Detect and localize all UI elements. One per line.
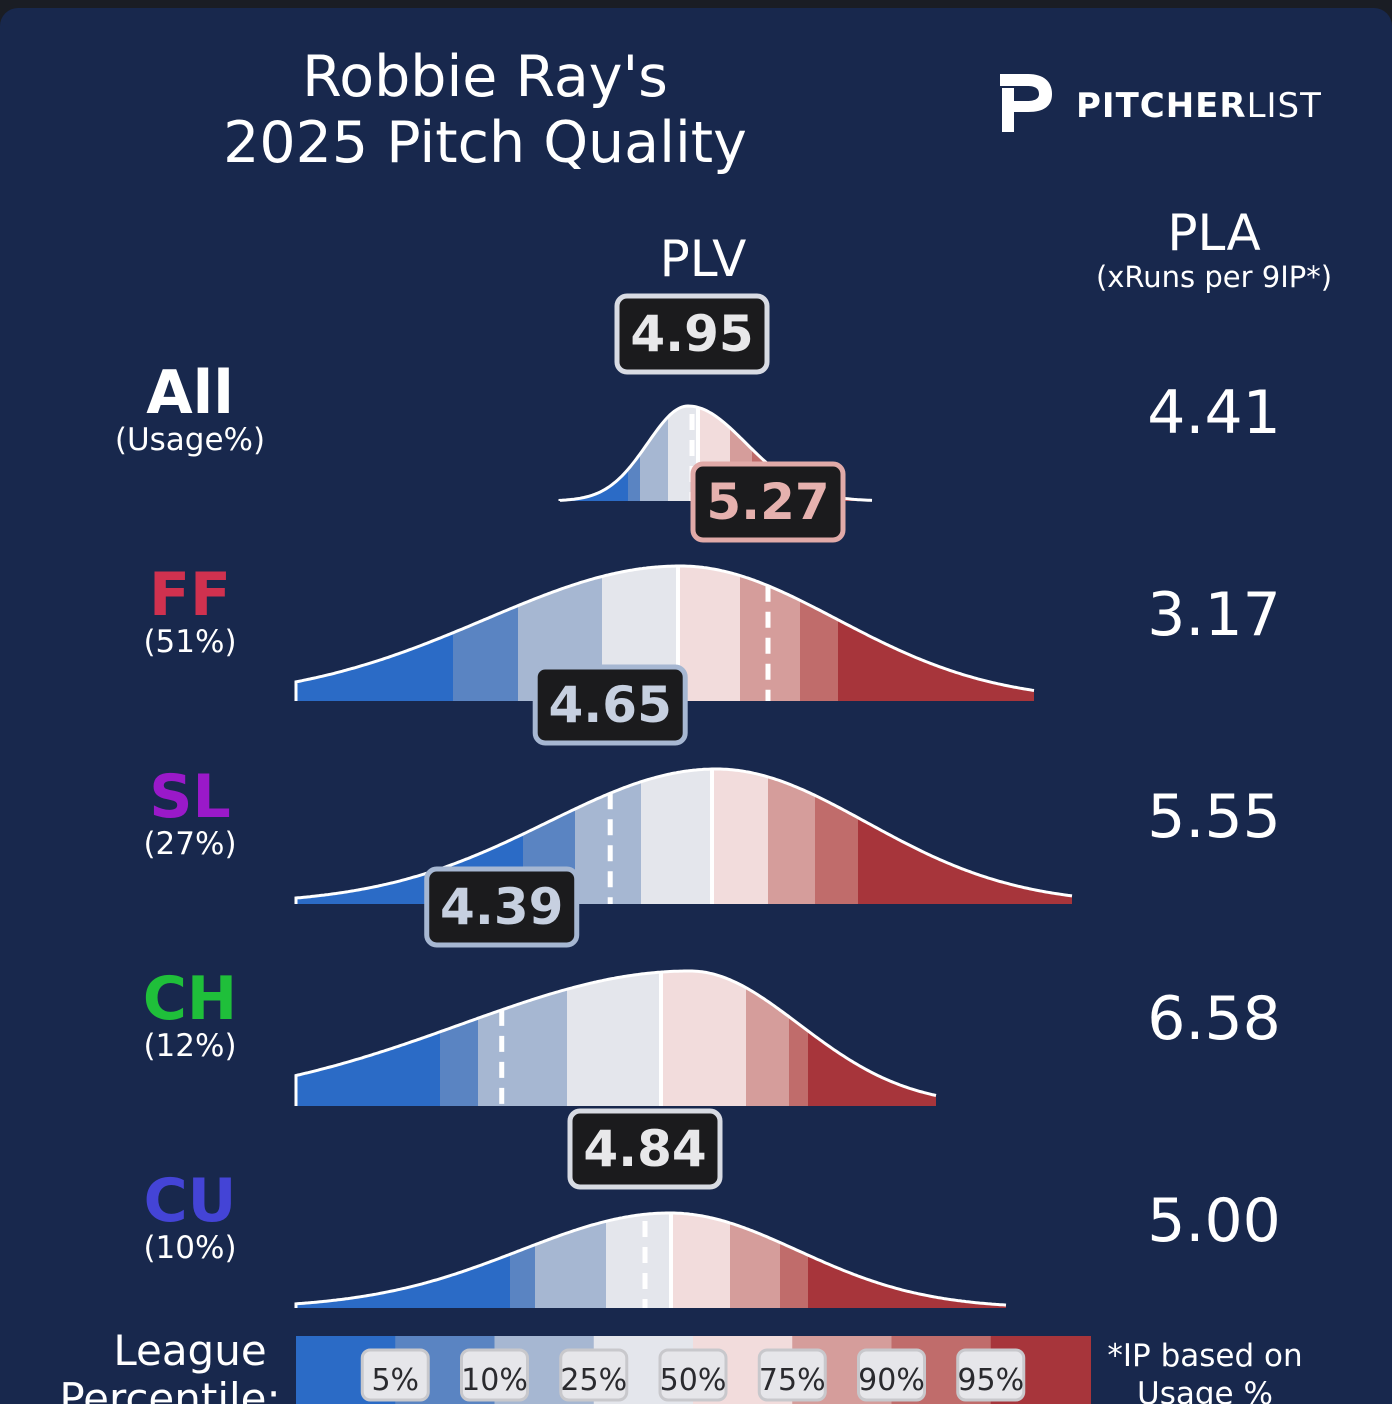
plv-value-label: 5.27	[706, 473, 829, 531]
plv-value-label: 4.65	[549, 676, 672, 734]
chart-title-line2: 2025 Pitch Quality	[223, 110, 747, 176]
percentile-band	[453, 566, 518, 701]
legend-title-line2: Percentile:	[59, 1374, 281, 1404]
legend-tick-box	[857, 1348, 926, 1402]
row-label-all: All	[146, 358, 234, 428]
row-usage-cu: (10%)	[143, 1230, 237, 1266]
percentile-band	[858, 769, 1072, 904]
percentile-bands	[296, 971, 936, 1106]
legend-tick-box	[956, 1348, 1026, 1402]
density-sl: 4.65	[294, 664, 1073, 904]
plv-column-header: PLV	[659, 230, 747, 288]
logo-light-text: LIST	[1246, 86, 1322, 126]
legend-tick-label: 25%	[560, 1363, 627, 1398]
pla-value-ch: 6.58	[1147, 984, 1281, 1054]
row-usage-ch: (12%)	[143, 1028, 237, 1064]
percentile-band	[838, 566, 1034, 701]
percentile-band	[606, 1213, 671, 1308]
legend-title-line1: League	[113, 1326, 267, 1375]
percentile-band	[730, 1213, 780, 1308]
legend-tick-label: 75%	[759, 1363, 826, 1398]
legend-tick-label: 10%	[461, 1363, 528, 1398]
legend-tick-label: 95%	[957, 1363, 1024, 1398]
row-label-ff: FF	[149, 560, 231, 630]
plv-value-label: 4.95	[630, 305, 753, 363]
footnote-line2: Usage %	[1137, 1376, 1273, 1404]
percentile-legend: 5% 10% 25% 50% 75% 90% 95%	[296, 1336, 1091, 1404]
density-outline	[294, 767, 1073, 904]
percentile-bands	[296, 1213, 1006, 1308]
plv-density-chart: 4.95 5.27 4.65 4.39 4.84 5% 10% 25% 50% 75% 90% 95%	[294, 293, 1091, 1404]
row-label-cu: CU	[143, 1166, 237, 1236]
percentile-band	[661, 971, 746, 1106]
row-usage-ff: (51%)	[143, 624, 237, 660]
percentile-band	[712, 769, 768, 904]
plv-value-box	[424, 866, 580, 948]
legend-tick-box	[460, 1348, 529, 1402]
pla-value-all: 4.41	[1147, 378, 1281, 448]
percentile-band	[628, 406, 640, 501]
logo-bold-text: PITCHER	[1076, 86, 1247, 126]
percentile-band	[671, 1213, 730, 1308]
pla-column-subheader: (xRuns per 9IP*)	[1095, 260, 1333, 294]
plv-value-label: 4.84	[583, 1120, 706, 1178]
plv-value-label: 4.39	[440, 878, 563, 936]
percentile-band	[768, 769, 815, 904]
pitch-quality-card: Robbie Ray's 2025 Pitch Quality PITCHERL…	[0, 8, 1392, 1404]
percentile-band	[678, 566, 740, 701]
chart-title-line1: Robbie Ray's	[302, 44, 668, 110]
legend-tick-box	[658, 1348, 728, 1402]
legend-tick-box	[757, 1348, 827, 1402]
pla-value-sl: 5.55	[1147, 782, 1281, 852]
row-usage-all: (Usage%)	[114, 422, 266, 458]
percentile-band	[641, 769, 712, 904]
plv-value-box	[614, 293, 770, 375]
row-label-sl: SL	[149, 762, 231, 832]
percentile-band	[800, 566, 838, 701]
density-ch: 4.39	[294, 866, 937, 1106]
percentile-band	[640, 406, 668, 501]
legend-tick-label: 50%	[660, 1363, 727, 1398]
pla-value-ff: 3.17	[1147, 580, 1281, 650]
percentile-band	[815, 769, 858, 904]
pla-value-cu: 5.00	[1147, 1186, 1281, 1256]
plv-value-box	[567, 1108, 723, 1190]
percentile-band	[567, 971, 661, 1106]
percentile-band	[780, 1213, 808, 1308]
percentile-band	[560, 406, 628, 501]
legend-tick-box	[360, 1348, 430, 1402]
footnote-line1: *IP based on	[1107, 1338, 1303, 1374]
row-label-ch: CH	[142, 964, 238, 1034]
legend-tick-box	[559, 1348, 629, 1402]
percentile-band	[296, 971, 440, 1106]
row-usage-sl: (27%)	[143, 826, 237, 862]
density-cu: 4.84	[294, 1108, 1007, 1308]
density-outline	[294, 1211, 1007, 1308]
percentile-band	[478, 971, 567, 1106]
plv-value-box	[690, 461, 846, 543]
legend-tick-label: 90%	[858, 1363, 925, 1398]
percentile-band	[808, 971, 936, 1106]
density-outline	[294, 564, 1035, 701]
pitcherlist-logo: PITCHERLIST	[992, 68, 1352, 138]
plv-value-box	[532, 664, 688, 746]
density-outline	[294, 969, 937, 1106]
percentile-band	[296, 1213, 510, 1308]
pitcherlist-wordmark: PITCHERLIST	[1076, 86, 1322, 126]
pla-column-header: PLA	[1167, 204, 1261, 262]
legend-tick-label: 5%	[371, 1363, 419, 1398]
percentile-band	[746, 971, 789, 1106]
percentile-band	[535, 1213, 606, 1308]
pitcherlist-logo-icon	[1000, 74, 1052, 132]
